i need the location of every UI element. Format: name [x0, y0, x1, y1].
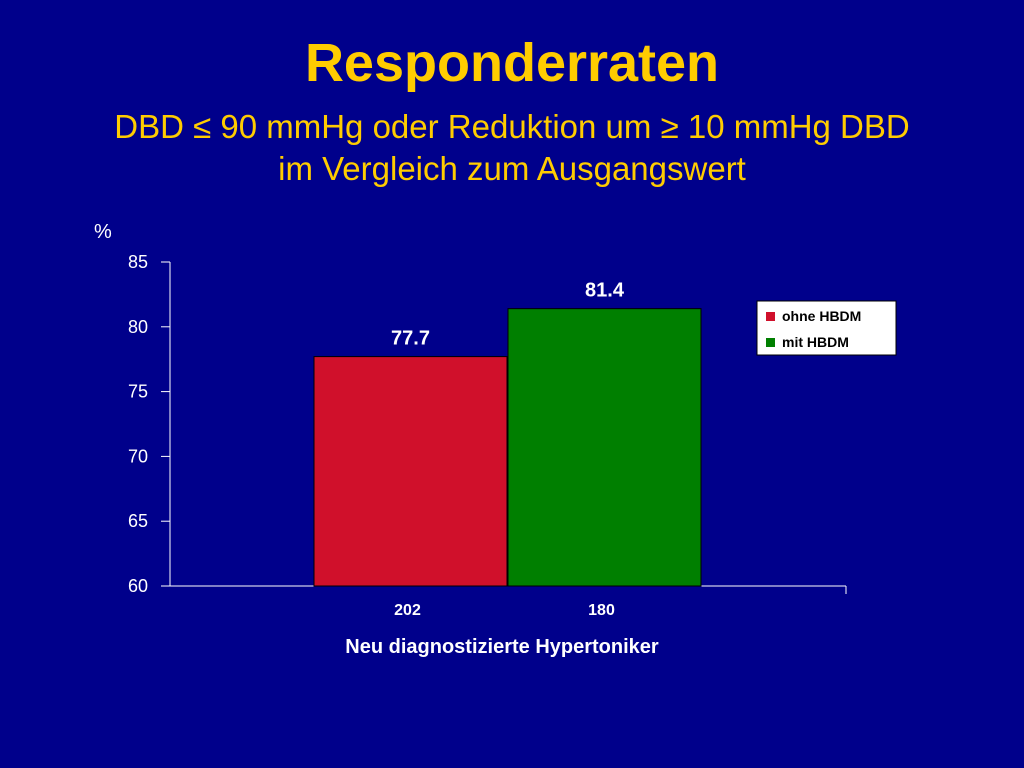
y-ticks: 60 65 70 75 80 85 [128, 252, 170, 596]
y-axis-label: % [94, 221, 112, 243]
slide-title: Responderraten [304, 33, 720, 93]
data-label: 81.4 [585, 280, 625, 302]
legend-label-mit-hbdm: mit HBDM [782, 334, 849, 350]
slide-subtitle: DBD ≤ 90 mmHg oder Reduktion um ≥ 10 mmH… [0, 106, 1024, 190]
legend-swatch-ohne-hbdm [766, 312, 775, 321]
x-tick-label: 202 [394, 602, 421, 619]
y-tick-label: 65 [128, 511, 148, 531]
x-axis [170, 585, 847, 594]
bar-180 [507, 308, 702, 587]
legend-swatch-mit-hbdm [766, 338, 775, 347]
legend: ohne HBDM mit HBDM [756, 300, 897, 356]
x-tick-label: 180 [588, 602, 615, 619]
legend-label-ohne-hbdm: ohne HBDM [782, 308, 861, 324]
y-tick-label: 70 [128, 446, 148, 466]
y-tick-label: 75 [128, 382, 148, 402]
subtitle-line-2: im Vergleich zum Ausgangswert [278, 150, 746, 187]
data-label: 77.7 [391, 328, 430, 350]
y-tick-label: 85 [128, 252, 148, 272]
value-labels: 77.7 81.4 [391, 280, 625, 350]
x-tick-labels: 202 180 [394, 602, 615, 619]
y-tick-label: 60 [128, 576, 148, 596]
x-axis-label: Neu diagnostizierte Hypertoniker [345, 636, 659, 658]
bars [313, 308, 702, 587]
subtitle-line-1: DBD ≤ 90 mmHg oder Reduktion um ≥ 10 mmH… [114, 108, 910, 145]
bar-202 [313, 356, 508, 587]
legend-box [756, 300, 897, 356]
y-tick-label: 80 [128, 317, 148, 337]
